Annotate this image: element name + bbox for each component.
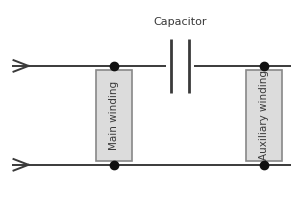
Text: Auxiliary winding: Auxiliary winding	[259, 70, 269, 160]
Text: Capacitor: Capacitor	[153, 17, 207, 27]
Bar	[246, 70, 282, 161]
Bar	[96, 70, 132, 161]
Text: Main winding: Main winding	[109, 81, 119, 150]
